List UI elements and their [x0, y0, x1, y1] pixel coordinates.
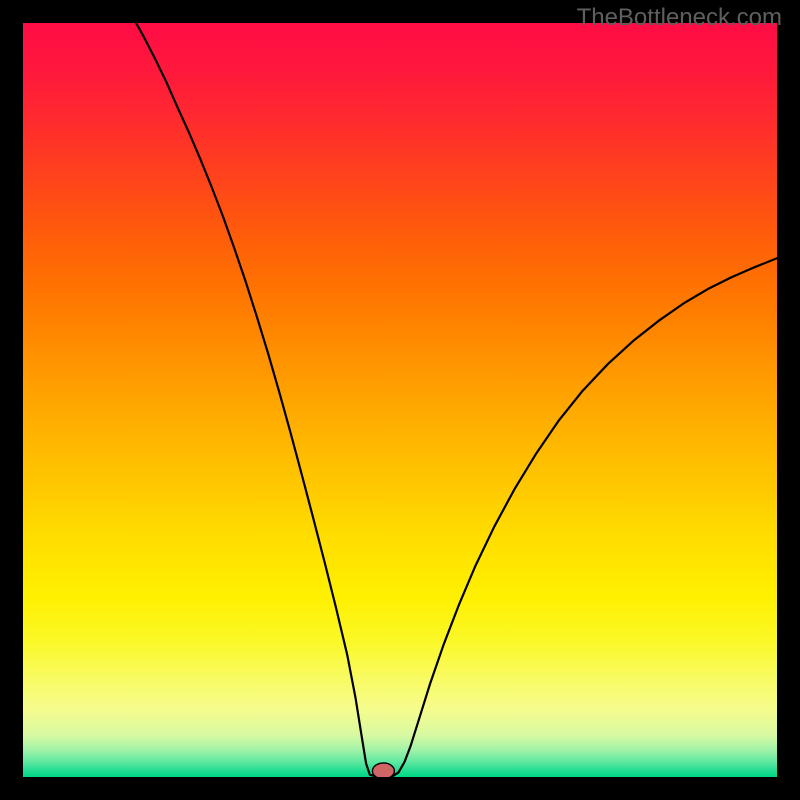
plot-area — [23, 23, 777, 777]
minimum-marker — [372, 763, 394, 777]
chart-stage: TheBottleneck.com — [0, 0, 800, 800]
plot-svg — [23, 23, 777, 777]
watermark-text: TheBottleneck.com — [577, 4, 782, 32]
gradient-background — [23, 23, 777, 777]
